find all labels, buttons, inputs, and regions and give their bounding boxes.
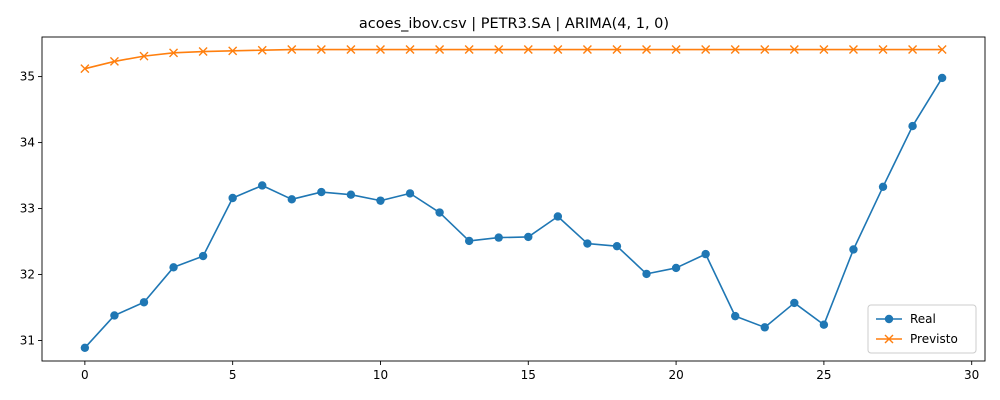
data-point-real: [376, 196, 385, 205]
data-point-previsto: [346, 45, 356, 55]
data-point-real: [258, 181, 267, 190]
legend-marker-real: [884, 314, 894, 324]
data-point-real: [642, 269, 651, 279]
data-point-previsto: [789, 45, 799, 55]
legend-entry-real: Real: [876, 312, 936, 326]
series-line-real: [84, 77, 943, 349]
data-point-real: [110, 311, 119, 320]
data-point-previsto: [316, 45, 326, 55]
data-point-previsto: [375, 45, 385, 55]
data-point-previsto: [523, 45, 533, 55]
data-point-real: [790, 298, 799, 308]
data-point-previsto: [848, 45, 858, 55]
data-point-real: [405, 189, 415, 198]
data-point-previsto: [908, 45, 918, 55]
data-point-previsto: [198, 47, 208, 57]
data-point-previsto: [819, 45, 829, 55]
axis-ticks: 0 5 10 15 20 25 30 31 32 33 34 35: [20, 70, 980, 382]
data-point-previsto: [80, 64, 90, 74]
data-point-previsto: [582, 45, 592, 55]
data-point-real: [228, 193, 237, 203]
y-tick-label: 34: [20, 136, 35, 150]
data-point-previsto: [612, 45, 622, 55]
data-point-real: [819, 320, 829, 329]
data-point-real: [849, 245, 858, 254]
data-point-previsto: [701, 45, 711, 55]
data-point-real: [612, 241, 622, 251]
data-point-real: [583, 239, 592, 248]
data-point-previsto: [760, 45, 770, 55]
data-point-real: [317, 187, 326, 197]
data-point-real: [80, 343, 90, 353]
data-point-previsto: [642, 45, 652, 55]
plot-area: [41, 36, 986, 362]
data-point-previsto: [109, 56, 119, 66]
x-tick-label: 30: [964, 368, 979, 382]
x-tick-label: 0: [81, 368, 89, 382]
x-tick-label: 20: [668, 368, 683, 382]
legend-marker-previsto: [884, 334, 894, 344]
y-tick-label: 33: [20, 202, 35, 216]
data-point-previsto: [257, 45, 267, 55]
y-tick-label: 35: [20, 70, 35, 84]
data-point-previsto: [405, 45, 415, 55]
data-point-previsto: [435, 45, 445, 55]
data-point-real: [524, 232, 533, 242]
data-point-real: [878, 182, 888, 191]
data-point-real: [553, 212, 563, 221]
data-point-real: [287, 195, 296, 204]
data-point-previsto: [878, 45, 888, 55]
y-tick-label: 31: [20, 334, 35, 348]
data-point-real: [346, 190, 356, 199]
data-point-real: [760, 323, 769, 332]
data-point-real: [169, 263, 178, 272]
legend-label-previsto: Previsto: [910, 332, 958, 346]
data-point-real: [494, 233, 503, 242]
data-point-previsto: [169, 48, 179, 58]
series-line-previsto: [84, 48, 943, 70]
data-point-real: [139, 298, 149, 307]
data-point-real: [198, 251, 208, 261]
series-previsto: [80, 45, 947, 74]
data-point-real: [731, 311, 740, 321]
data-point-previsto: [553, 45, 563, 55]
x-tick-label: 25: [816, 368, 831, 382]
legend: Real Previsto: [867, 304, 977, 354]
legend-label-real: Real: [910, 312, 936, 326]
data-point-previsto: [671, 45, 681, 55]
data-point-real: [464, 236, 474, 246]
series-layer: [80, 45, 947, 353]
data-point-real: [908, 121, 917, 131]
series-real: [80, 73, 947, 353]
data-point-previsto: [464, 45, 474, 55]
data-point-previsto: [287, 45, 297, 55]
plot-frame: [41, 36, 986, 362]
data-point-previsto: [139, 51, 149, 61]
data-point-real: [937, 73, 947, 83]
legend-entry-previsto: Previsto: [876, 332, 958, 346]
data-point-previsto: [730, 45, 740, 55]
x-tick-label: 5: [229, 368, 237, 382]
data-point-real: [435, 208, 444, 217]
x-tick-label: 10: [373, 368, 388, 382]
data-point-previsto: [228, 46, 238, 56]
x-tick-label: 15: [521, 368, 536, 382]
y-tick-label: 32: [20, 268, 35, 282]
data-point-previsto: [494, 45, 504, 55]
data-point-real: [701, 249, 710, 259]
chart-title: acoes_ibov.csv | PETR3.SA | ARIMA(4, 1, …: [359, 16, 669, 32]
legend-box: [867, 304, 977, 354]
data-point-previsto: [937, 45, 947, 55]
data-point-real: [671, 263, 681, 273]
